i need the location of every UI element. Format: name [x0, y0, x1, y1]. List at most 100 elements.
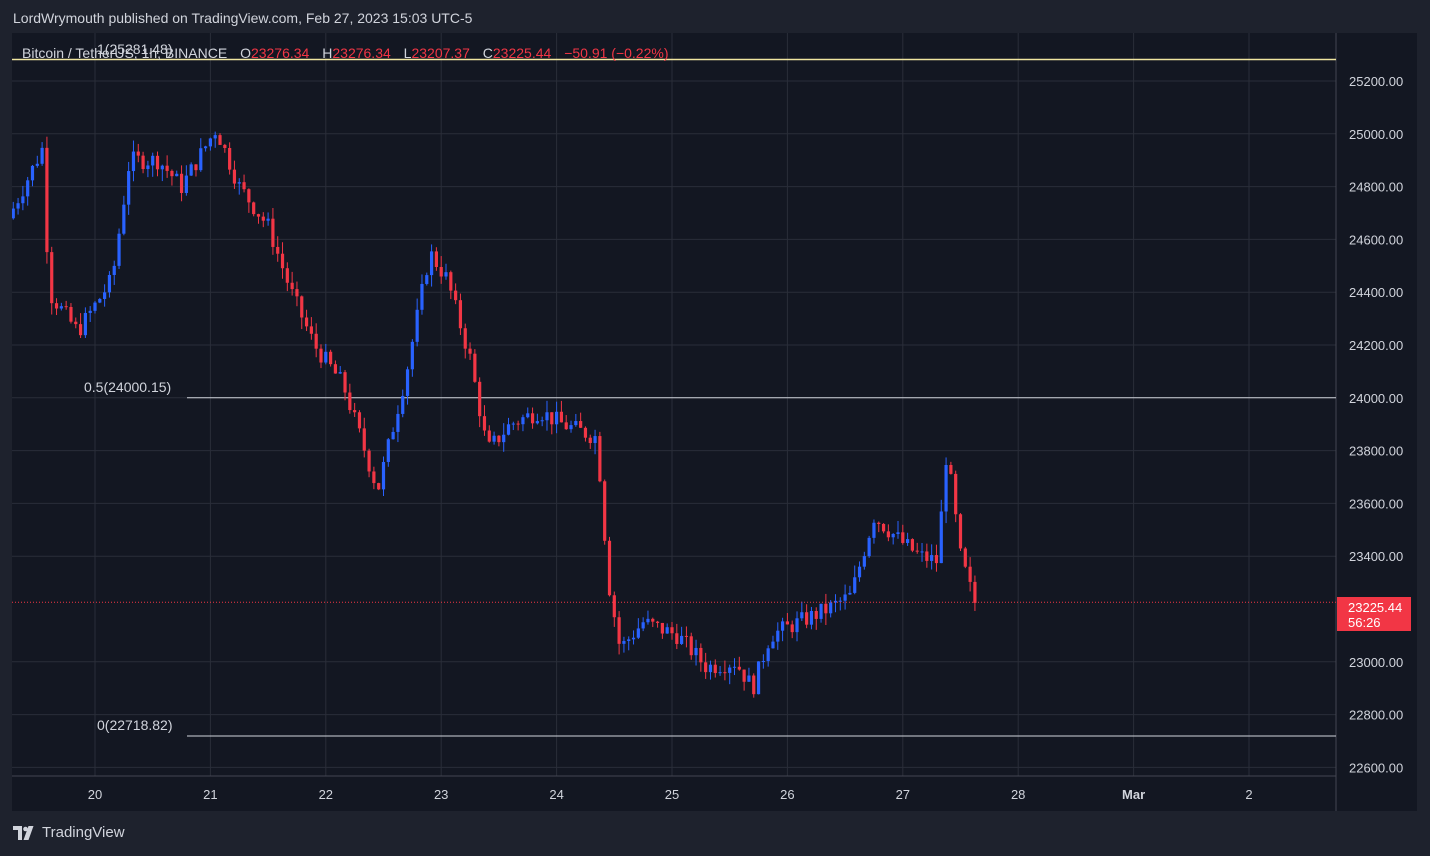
candle-body [622, 641, 626, 644]
candle-body [40, 147, 44, 164]
price-tick-label: 22800.00 [1349, 708, 1403, 723]
candle-body [396, 413, 400, 432]
candle-body [45, 147, 49, 253]
candle-body [401, 395, 405, 414]
candle-body [958, 514, 963, 549]
candle-body [228, 148, 232, 170]
time-tick-label: 24 [549, 787, 563, 802]
time-tick-label: 22 [319, 787, 333, 802]
candle-body [122, 204, 126, 234]
candle-body [627, 639, 631, 642]
candle-body [689, 636, 693, 656]
last-price-badge: 23225.44 56:26 [1337, 597, 1411, 631]
candle-body [675, 633, 679, 644]
candle-body [439, 267, 443, 277]
candle-body [444, 272, 448, 277]
candle-body [728, 667, 732, 673]
candle-body [930, 555, 934, 561]
candle-body [74, 321, 78, 325]
candle-body [131, 151, 136, 172]
candle-body [939, 511, 943, 564]
candle-body [304, 317, 309, 327]
candle-body [21, 196, 25, 204]
candle-body [785, 621, 789, 625]
candle-body [295, 289, 299, 297]
candle-body [30, 165, 35, 181]
candle-body [357, 412, 362, 429]
time-tick-label: 2 [1245, 787, 1252, 802]
candle-body [641, 622, 645, 629]
candle-body [314, 333, 318, 349]
candle-body [752, 675, 756, 695]
candle-body [218, 135, 222, 145]
candle-body [463, 328, 467, 349]
candle-body [660, 622, 664, 634]
candle-body [203, 146, 208, 149]
candle-body [901, 532, 905, 543]
candle-body [487, 430, 491, 442]
candle-body [88, 310, 92, 313]
candle-body [790, 624, 794, 633]
candle-body [189, 164, 193, 176]
candle-body [381, 461, 386, 490]
candle-body [881, 523, 886, 532]
candle-body [853, 577, 857, 593]
candle-body [780, 621, 785, 631]
price-tick-label: 22600.00 [1349, 760, 1403, 775]
candle-body [35, 163, 39, 166]
candle-body [665, 627, 669, 634]
time-tick-label: 21 [203, 787, 217, 802]
candle-body [213, 135, 217, 139]
candle-body [179, 173, 184, 193]
candle-body [545, 412, 549, 421]
candle-body [530, 413, 535, 424]
candle-body [146, 165, 150, 169]
price-tick-label: 23600.00 [1349, 496, 1403, 511]
candle-body [280, 253, 285, 269]
candle-body [617, 617, 621, 644]
chart-panel[interactable]: 25200.00 25000.00 24800.00 24600.00 24400.00… [12, 33, 1417, 811]
candle-body [300, 296, 304, 318]
candle-body [896, 532, 900, 535]
candle-body [449, 272, 453, 291]
candle-body [247, 189, 251, 203]
candle-body [324, 351, 328, 363]
candle-body [934, 555, 939, 564]
candle-body [833, 600, 838, 603]
time-tick-label: 23 [434, 787, 448, 802]
candle-body [699, 647, 703, 663]
candle-body [502, 434, 506, 443]
candle-body [141, 155, 145, 169]
candle-body [704, 662, 708, 673]
candle-body [872, 522, 876, 538]
candle-body [343, 372, 347, 393]
candle-body [242, 182, 246, 190]
candle-body [761, 660, 765, 662]
candle-body [737, 666, 741, 670]
candle-body [64, 306, 68, 308]
fib-level-1-label: 1(25281.48) [97, 41, 173, 57]
candle-body [405, 369, 410, 396]
time-tick-label: Mar [1122, 787, 1145, 802]
candle-body [309, 326, 313, 334]
candle-body [607, 540, 612, 596]
candle-body [252, 202, 256, 215]
candle-body [78, 324, 83, 336]
candle-body [420, 283, 424, 310]
candle-body [954, 473, 958, 515]
candle-body [915, 550, 919, 552]
candle-body [973, 581, 977, 603]
candle-body [862, 556, 866, 567]
candlestick-chart[interactable]: 25200.00 25000.00 24800.00 24600.00 24400.00… [12, 33, 1417, 811]
candle-body [824, 603, 828, 614]
high-value: 23276.34 [332, 45, 391, 61]
candle-body [579, 421, 583, 428]
open-label: O [240, 45, 251, 61]
candle-body [920, 551, 924, 553]
candle-body [829, 602, 833, 614]
candle-body [103, 292, 107, 299]
close-value: 23225.44 [492, 45, 552, 61]
candle-body [925, 551, 929, 561]
candle-body [468, 348, 472, 354]
close-label: C [482, 45, 493, 61]
